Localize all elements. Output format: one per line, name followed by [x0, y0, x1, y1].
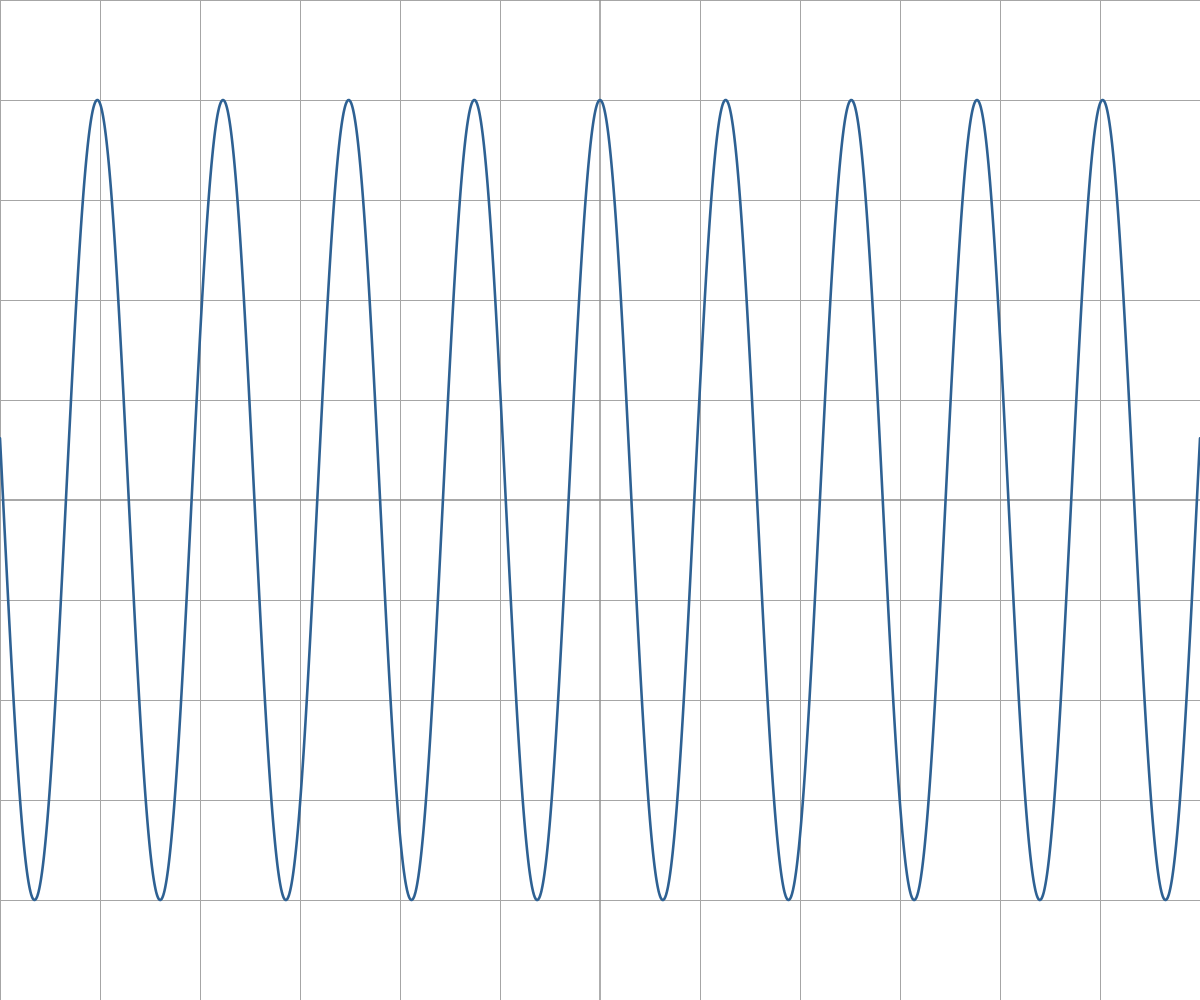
series-layer — [0, 98, 1200, 902]
series-cosine-line — [0, 98, 1200, 902]
